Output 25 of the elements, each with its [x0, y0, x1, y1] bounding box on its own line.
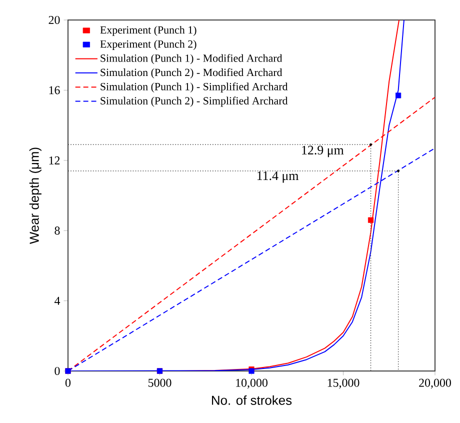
- point: [368, 217, 374, 223]
- y-axis-title: Wear depth (μm): [29, 148, 42, 244]
- x-axis-title: No. of strokes: [212, 395, 292, 405]
- legend-label: Simulation (Punch 2) - Modified Archard: [100, 68, 282, 78]
- legend-label: Experiment (Punch 1): [100, 26, 196, 36]
- annotation: 12.9 μm: [302, 146, 344, 158]
- x-tick-label: 10,000: [236, 378, 268, 389]
- y-tick-label: 8: [54, 226, 60, 235]
- point: [397, 170, 400, 172]
- x-tick-label: 20,000: [419, 378, 451, 389]
- x-tick-label: 15,000: [328, 378, 360, 389]
- y-tick-label: 12: [49, 156, 60, 164]
- x-tick-label: 5000: [148, 378, 172, 387]
- legend-label: Simulation (Punch 2) - Simplified Archard: [100, 96, 288, 107]
- point: [369, 143, 372, 146]
- x-tick-label: 0: [65, 378, 71, 387]
- annotation: 11.4 μm: [257, 171, 299, 183]
- y-tick-label: 16: [49, 86, 60, 94]
- y-tick-label: 0: [54, 366, 60, 376]
- legend-label: Experiment (Punch 2): [100, 40, 196, 50]
- y-tick-label: 4: [54, 296, 60, 305]
- y-tick-label: 20: [48, 16, 60, 24]
- point: [396, 92, 402, 98]
- legend-label: Simulation (Punch 1) - Simplified Archard: [100, 82, 288, 93]
- legend-label: Simulation (Punch 1) - Modified Archard: [100, 54, 282, 64]
